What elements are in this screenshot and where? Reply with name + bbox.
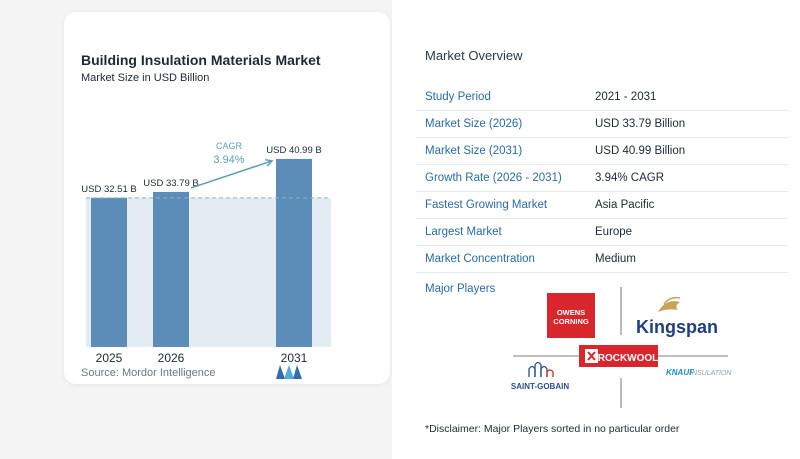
row-label: Fastest Growing Market: [425, 199, 548, 211]
cagr-value: 3.94%: [213, 154, 244, 166]
logo-text: Kingspan: [636, 317, 718, 337]
value-label: USD 40.99 B: [266, 145, 321, 156]
overview-row: Market Size (2031) USD 40.99 Billion: [416, 138, 788, 165]
category-label: 2031: [281, 351, 308, 365]
logo-text: INSULATION: [690, 370, 732, 377]
cagr-arrow: [190, 160, 273, 189]
row-label: Largest Market: [425, 226, 502, 238]
category-label: 2026: [158, 351, 185, 365]
row-value: Asia Pacific: [595, 199, 655, 211]
market-overview-panel: Market Overview Study Period 2021 - 2031…: [392, 0, 800, 459]
value-label: USD 32.51 B: [81, 184, 136, 195]
row-value: 3.94% CAGR: [595, 172, 665, 184]
bar-chart: USD 32.51 B USD 33.79 B USD 40.99 B 2025 202…: [81, 141, 331, 365]
bar: [153, 191, 189, 347]
overview-row: Study Period 2021 - 2031: [416, 84, 788, 111]
row-value: 2021 - 2031: [595, 91, 657, 103]
chart-subtitle: Market Size in USD Billion: [81, 72, 210, 84]
row-label: Market Size (2031): [425, 145, 523, 157]
overview-row: Growth Rate (2026 - 2031) 3.94% CAGR: [416, 165, 788, 192]
major-players-logos: OWENS CORNING Kingspan ROCKWOOL SAINT-GO…: [511, 287, 732, 408]
overview-row: Market Concentration Medium: [416, 246, 788, 273]
owens-corning-logo: OWENS CORNING: [547, 293, 595, 338]
rockwool-logo: ROCKWOOL: [579, 345, 658, 367]
category-label: 2025: [96, 351, 123, 365]
overview-title: Market Overview: [425, 48, 523, 63]
row-value: USD 33.79 Billion: [595, 118, 686, 130]
mordor-logo-icon: [276, 365, 302, 379]
bar: [276, 158, 312, 347]
row-value: USD 40.99 Billion: [595, 145, 686, 157]
logo-text: SAINT-GOBAIN: [511, 382, 569, 391]
disclaimer-text: *Disclaimer: Major Players sorted in no …: [425, 423, 680, 435]
logo-text: OWENS: [557, 308, 585, 317]
source-text: Source: Mordor Intelligence: [81, 367, 216, 379]
row-label: Market Size (2026): [425, 118, 523, 130]
logo-text: KNAUF: [666, 368, 695, 377]
chart-card: Building Insulation Materials Market Mar…: [64, 12, 390, 384]
row-value: Medium: [595, 253, 636, 265]
saint-gobain-logo: SAINT-GOBAIN: [511, 361, 569, 391]
value-label: USD 33.79 B: [143, 178, 198, 189]
logo-text: ROCKWOOL: [598, 353, 659, 364]
overview-row: Largest Market Europe: [416, 219, 788, 246]
row-label: Market Concentration: [425, 253, 535, 265]
row-label: Study Period: [425, 91, 491, 103]
row-value: Europe: [595, 226, 633, 238]
overview-row: Market Size (2026) USD 33.79 Billion: [416, 111, 788, 138]
cagr-label: CAGR: [216, 141, 243, 151]
cagr-arrowhead: [264, 158, 274, 167]
kingspan-logo: Kingspan: [636, 296, 718, 337]
logo-text: CORNING: [553, 317, 589, 326]
chart-title: Building Insulation Materials Market: [81, 52, 321, 68]
knauf-insulation-logo: KNAUF INSULATION: [666, 368, 732, 377]
overview-row: Fastest Growing Market Asia Pacific: [416, 192, 788, 219]
row-label: Growth Rate (2026 - 2031): [425, 172, 562, 184]
major-players-title: Major Players: [425, 283, 496, 295]
bar: [91, 197, 127, 347]
